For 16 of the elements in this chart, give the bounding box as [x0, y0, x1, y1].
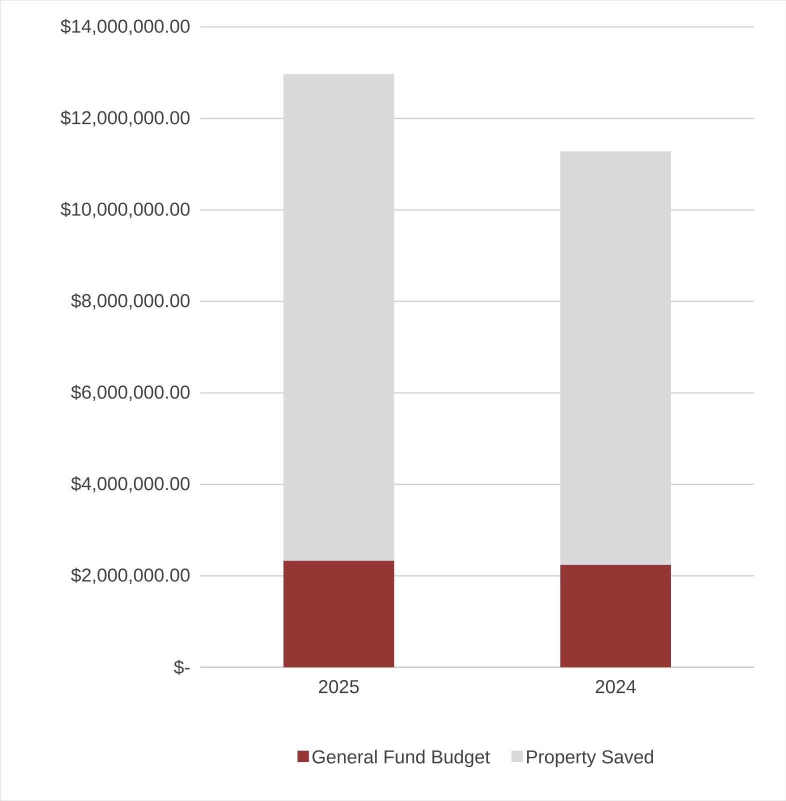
- bar: [283, 560, 394, 668]
- y-tick-label: $12,000,000.00: [60, 110, 190, 127]
- y-tick-label: $2,000,000.00: [70, 568, 190, 584]
- y-tick-label: $6,000,000.00: [70, 384, 190, 401]
- y-tick-label: $10,000,000.00: [60, 202, 190, 218]
- y-tick-label: $-: [174, 660, 190, 675]
- bar: [560, 151, 671, 565]
- y-tick-label: $14,000,000.00: [60, 18, 190, 36]
- y-tick-label: $4,000,000.00: [70, 476, 190, 492]
- x-tick-label: 2024: [596, 680, 636, 694]
- legend-label: Property Saved: [526, 750, 653, 768]
- legend-label: General Fund Budget: [312, 750, 490, 768]
- y-tick-label: $8,000,000.00: [70, 293, 190, 310]
- x-tick-label: 2025: [318, 680, 359, 694]
- bar: [283, 74, 394, 561]
- bar: [560, 564, 671, 668]
